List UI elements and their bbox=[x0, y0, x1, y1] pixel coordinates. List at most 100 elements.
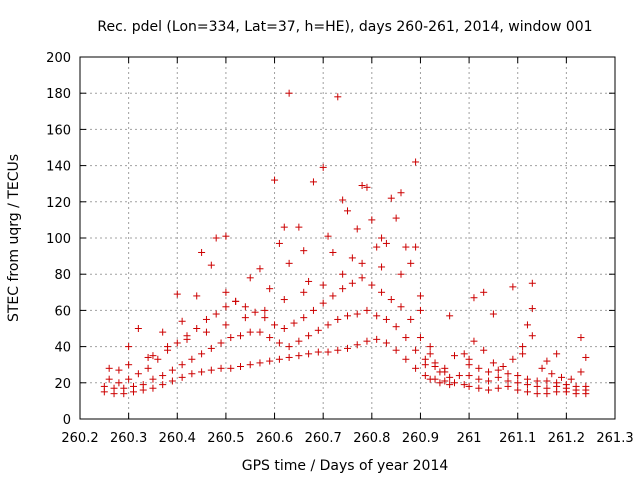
data-point bbox=[514, 379, 522, 387]
data-point bbox=[222, 321, 230, 329]
data-point bbox=[489, 310, 497, 318]
data-point bbox=[193, 325, 201, 332]
data-point bbox=[494, 384, 502, 392]
data-point bbox=[295, 352, 303, 360]
data-point bbox=[139, 381, 147, 389]
data-point bbox=[232, 297, 240, 305]
data-point bbox=[134, 370, 142, 378]
data-point bbox=[314, 348, 322, 356]
data-point bbox=[392, 323, 400, 331]
data-point bbox=[382, 339, 390, 347]
data-point bbox=[339, 196, 347, 204]
data-point bbox=[237, 363, 244, 371]
data-point bbox=[227, 364, 235, 372]
data-point bbox=[528, 279, 536, 287]
data-point bbox=[577, 368, 585, 376]
data-point bbox=[373, 312, 381, 320]
data-point bbox=[125, 375, 133, 383]
data-point bbox=[222, 232, 230, 240]
data-point bbox=[465, 372, 473, 380]
data-point bbox=[528, 305, 536, 313]
grid bbox=[80, 57, 615, 419]
data-point bbox=[339, 285, 347, 293]
data-point bbox=[334, 315, 342, 323]
data-point bbox=[509, 283, 517, 291]
data-point bbox=[451, 352, 458, 360]
data-point bbox=[207, 366, 215, 374]
x-axis-label: GPS time / Days of year 2014 bbox=[242, 458, 449, 474]
data-point bbox=[237, 332, 244, 340]
y-tick-label: 160 bbox=[46, 123, 71, 138]
data-point bbox=[489, 359, 497, 367]
data-point bbox=[402, 355, 410, 363]
data-point bbox=[309, 306, 317, 314]
data-point bbox=[475, 375, 483, 383]
data-point bbox=[368, 216, 376, 224]
data-point bbox=[455, 372, 463, 380]
data-point bbox=[421, 372, 429, 380]
data-point bbox=[465, 382, 473, 390]
data-point bbox=[300, 247, 308, 255]
data-point bbox=[246, 328, 254, 336]
data-point bbox=[397, 189, 405, 197]
x-tick-label: 260.7 bbox=[305, 431, 342, 446]
data-point bbox=[475, 364, 483, 372]
data-point bbox=[339, 270, 347, 278]
data-point bbox=[314, 326, 322, 334]
data-point bbox=[382, 315, 390, 323]
data-point bbox=[217, 339, 225, 347]
data-point bbox=[412, 346, 420, 354]
data-point bbox=[494, 366, 502, 374]
data-point bbox=[222, 288, 230, 296]
data-point bbox=[251, 308, 259, 316]
data-point bbox=[412, 243, 420, 251]
x-tick-label: 261 bbox=[457, 431, 482, 446]
data-point bbox=[378, 288, 386, 296]
y-tick-label: 60 bbox=[54, 304, 71, 319]
data-point bbox=[426, 350, 434, 358]
data-point bbox=[159, 372, 167, 380]
data-point bbox=[397, 303, 405, 311]
data-point bbox=[470, 294, 478, 302]
data-point bbox=[416, 292, 424, 300]
data-point bbox=[499, 363, 507, 371]
data-point bbox=[382, 239, 390, 247]
data-point bbox=[431, 359, 439, 367]
data-point bbox=[436, 368, 444, 376]
data-point bbox=[353, 225, 361, 233]
data-point bbox=[280, 223, 288, 231]
data-point bbox=[402, 243, 410, 251]
data-point bbox=[212, 234, 220, 242]
data-point bbox=[246, 361, 254, 369]
x-tick-label: 260.9 bbox=[402, 431, 439, 446]
data-point bbox=[217, 364, 225, 372]
data-point bbox=[275, 239, 283, 247]
data-point bbox=[164, 343, 172, 351]
x-tick-label: 261.2 bbox=[548, 431, 585, 446]
data-point bbox=[207, 261, 215, 269]
data-point bbox=[134, 325, 142, 332]
data-point bbox=[241, 303, 249, 311]
data-point bbox=[198, 248, 206, 256]
data-point bbox=[256, 328, 264, 336]
data-point bbox=[159, 328, 167, 336]
data-point bbox=[558, 373, 565, 381]
data-point bbox=[523, 375, 531, 383]
data-point bbox=[494, 373, 502, 381]
data-point bbox=[348, 254, 356, 262]
data-point bbox=[344, 207, 351, 215]
data-point bbox=[115, 366, 123, 374]
data-point bbox=[446, 373, 454, 381]
data-point bbox=[353, 341, 361, 349]
x-tick-label: 260.6 bbox=[256, 431, 293, 446]
data-point bbox=[266, 285, 274, 293]
data-point bbox=[324, 232, 332, 240]
data-point bbox=[378, 263, 386, 271]
data-point bbox=[149, 375, 157, 383]
data-point bbox=[412, 364, 420, 372]
data-point bbox=[285, 259, 293, 267]
x-tick-label: 260.5 bbox=[207, 431, 244, 446]
data-point bbox=[154, 355, 162, 363]
data-point bbox=[309, 178, 317, 186]
data-point bbox=[543, 377, 551, 385]
